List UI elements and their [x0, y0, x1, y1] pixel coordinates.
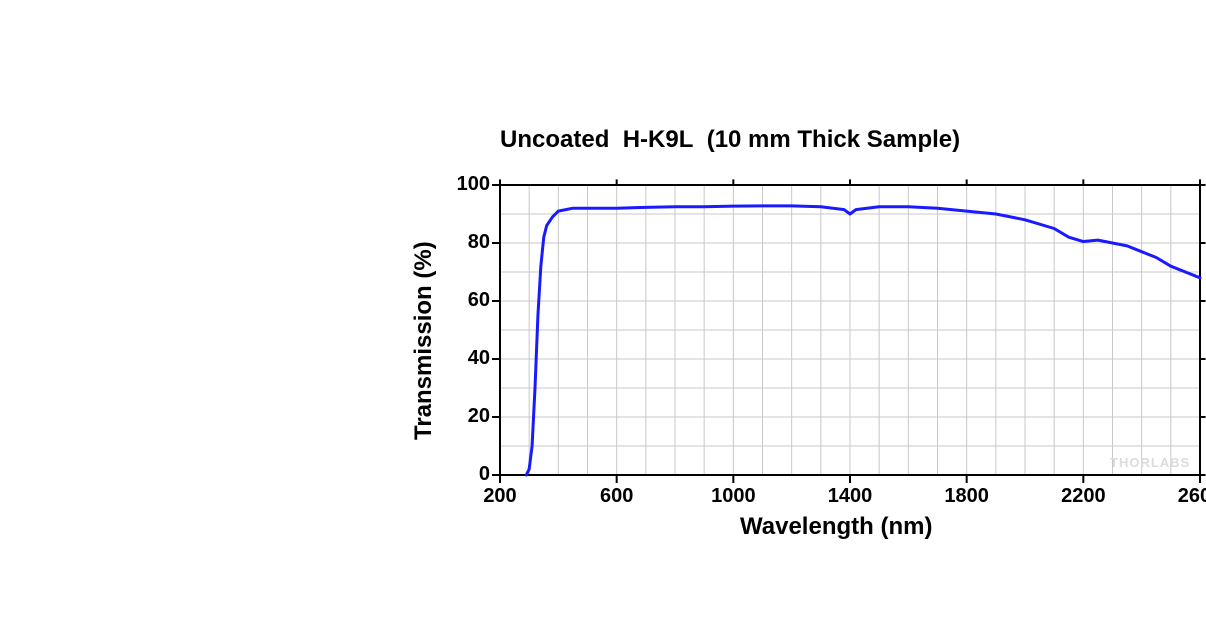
title-part-3: (10 mm Thick Sample) — [693, 126, 960, 153]
transmission-chart: Uncoated H-K9L (10 mm Thick Sample)20060… — [200, 70, 1206, 580]
y-axis-label: Transmission (%) — [410, 241, 438, 440]
x-tick-label: 600 — [592, 485, 642, 508]
y-tick-label: 0 — [445, 463, 490, 486]
x-tick-label: 2600 — [1175, 485, 1206, 508]
x-tick-label: 1800 — [942, 485, 992, 508]
x-tick-label: 1000 — [708, 485, 758, 508]
x-tick-label: 2200 — [1058, 485, 1108, 508]
chart-title: Uncoated H-K9L (10 mm Thick Sample) — [500, 126, 960, 154]
title-part-2: H-K9L — [623, 126, 694, 153]
x-tick-label: 200 — [475, 485, 525, 508]
y-tick-label: 100 — [445, 173, 490, 196]
watermark: THORLABS — [1110, 455, 1190, 470]
y-tick-label: 60 — [445, 289, 490, 312]
x-axis-label: Wavelength (nm) — [740, 513, 932, 541]
y-tick-label: 80 — [445, 231, 490, 254]
title-part-1: Uncoated — [500, 126, 623, 153]
y-tick-label: 40 — [445, 347, 490, 370]
x-tick-label: 1400 — [825, 485, 875, 508]
y-tick-label: 20 — [445, 405, 490, 428]
